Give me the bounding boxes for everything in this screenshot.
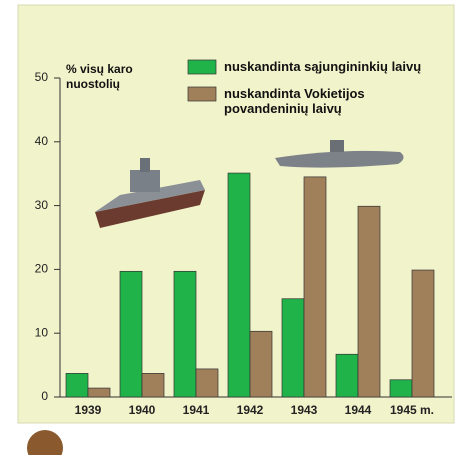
legend-swatch [188,87,216,101]
x-tick-label: 1941 [183,403,210,417]
x-tick-label: 1940 [129,403,156,417]
x-tick-label: 1943 [291,403,318,417]
legend-label: nuskandinta sąjungininkių laivų [224,59,424,74]
x-tick-label: 1944 [345,403,372,417]
decor-circle [27,430,63,455]
y-tick-label: 20 [35,262,49,276]
bar [196,369,218,397]
x-tick-label: 1939 [75,403,102,417]
page: 0 10 20 30 40 50 1939 1940 1941 1942 1943 1944 1945 … [0,0,457,455]
bar [358,206,380,397]
bar [142,373,164,397]
bar [390,380,412,397]
legend-swatch [188,60,216,74]
y-tick-label: 0 [41,389,48,403]
bar [412,270,434,397]
bar [228,173,250,397]
bar [66,373,88,397]
bar [120,271,142,397]
bar [336,354,358,397]
bar [282,299,304,397]
y-tick-label: 50 [35,70,49,84]
y-tick-label: 10 [35,325,49,339]
x-tick-label: 1942 [237,403,264,417]
bar [174,271,196,397]
bar [250,331,272,397]
bar [88,388,110,397]
legend-label: nuskandinta Vokietijos povandeninių laiv… [224,86,424,116]
x-tick-label: 1945 m. [390,403,434,417]
y-axis-title: % visų karo nuostolių [66,62,156,92]
y-tick-label: 30 [35,198,49,212]
bar [304,177,326,397]
y-tick-label: 40 [35,134,49,148]
